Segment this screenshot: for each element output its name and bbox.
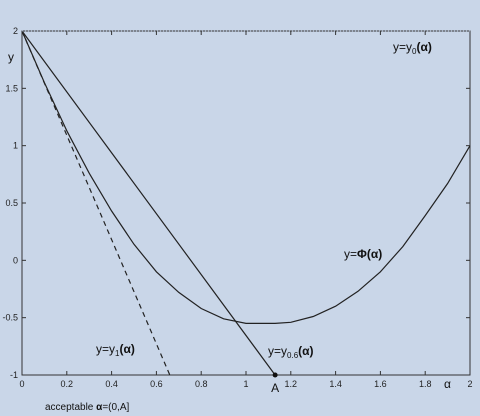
annotation-y1: y=y1(α) [96, 342, 135, 358]
y-tick-label: -0.5 [2, 313, 18, 323]
x-tick-label: 0 [19, 379, 24, 389]
x-tick-label: 0.6 [150, 379, 163, 389]
x-tick-label: 0.8 [195, 379, 208, 389]
annotation-phi: y=Φ(α) [344, 247, 382, 261]
x-tick-label: 1.4 [329, 379, 342, 389]
x-axis-label: α [444, 377, 451, 391]
y1-dashed-line [21, 30, 171, 376]
y-tick-label: 1.5 [5, 83, 18, 93]
y-axis-ticks: -1 -0.5 0 0.5 1 1.5 2 [2, 26, 470, 380]
y-tick-label: -1 [10, 370, 18, 380]
x-tick-label: 0.4 [105, 379, 118, 389]
y-tick-label: 1 [13, 141, 18, 151]
phi-curve [21, 30, 471, 324]
point-a-label: A [271, 381, 279, 395]
x-tick-label: 1 [243, 379, 248, 389]
x-tick-label: 1.2 [285, 379, 298, 389]
y-tick-label: 0 [13, 255, 18, 265]
x-tick-label: 1.6 [374, 379, 387, 389]
point-a-marker [272, 372, 278, 378]
y-tick-label: 0.5 [5, 198, 18, 208]
y-axis-label: y [8, 50, 14, 64]
chart-series [21, 30, 471, 376]
annotation-y06: y=y0.6(α) [268, 344, 314, 360]
y-tick-label: 2 [13, 26, 18, 36]
y06-line [21, 30, 276, 376]
x-tick-label: 0.2 [61, 379, 74, 389]
annotation-y0: y=y0(α) [393, 40, 432, 56]
acceptable-range-caption: acceptable α=(0,A] [45, 402, 129, 413]
x-tick-label: 2 [467, 379, 472, 389]
x-tick-label: 1.8 [419, 379, 432, 389]
x-axis-ticks: 0 0.2 0.4 0.6 0.8 1 1.2 1.4 1.6 1.8 2 [19, 31, 473, 389]
